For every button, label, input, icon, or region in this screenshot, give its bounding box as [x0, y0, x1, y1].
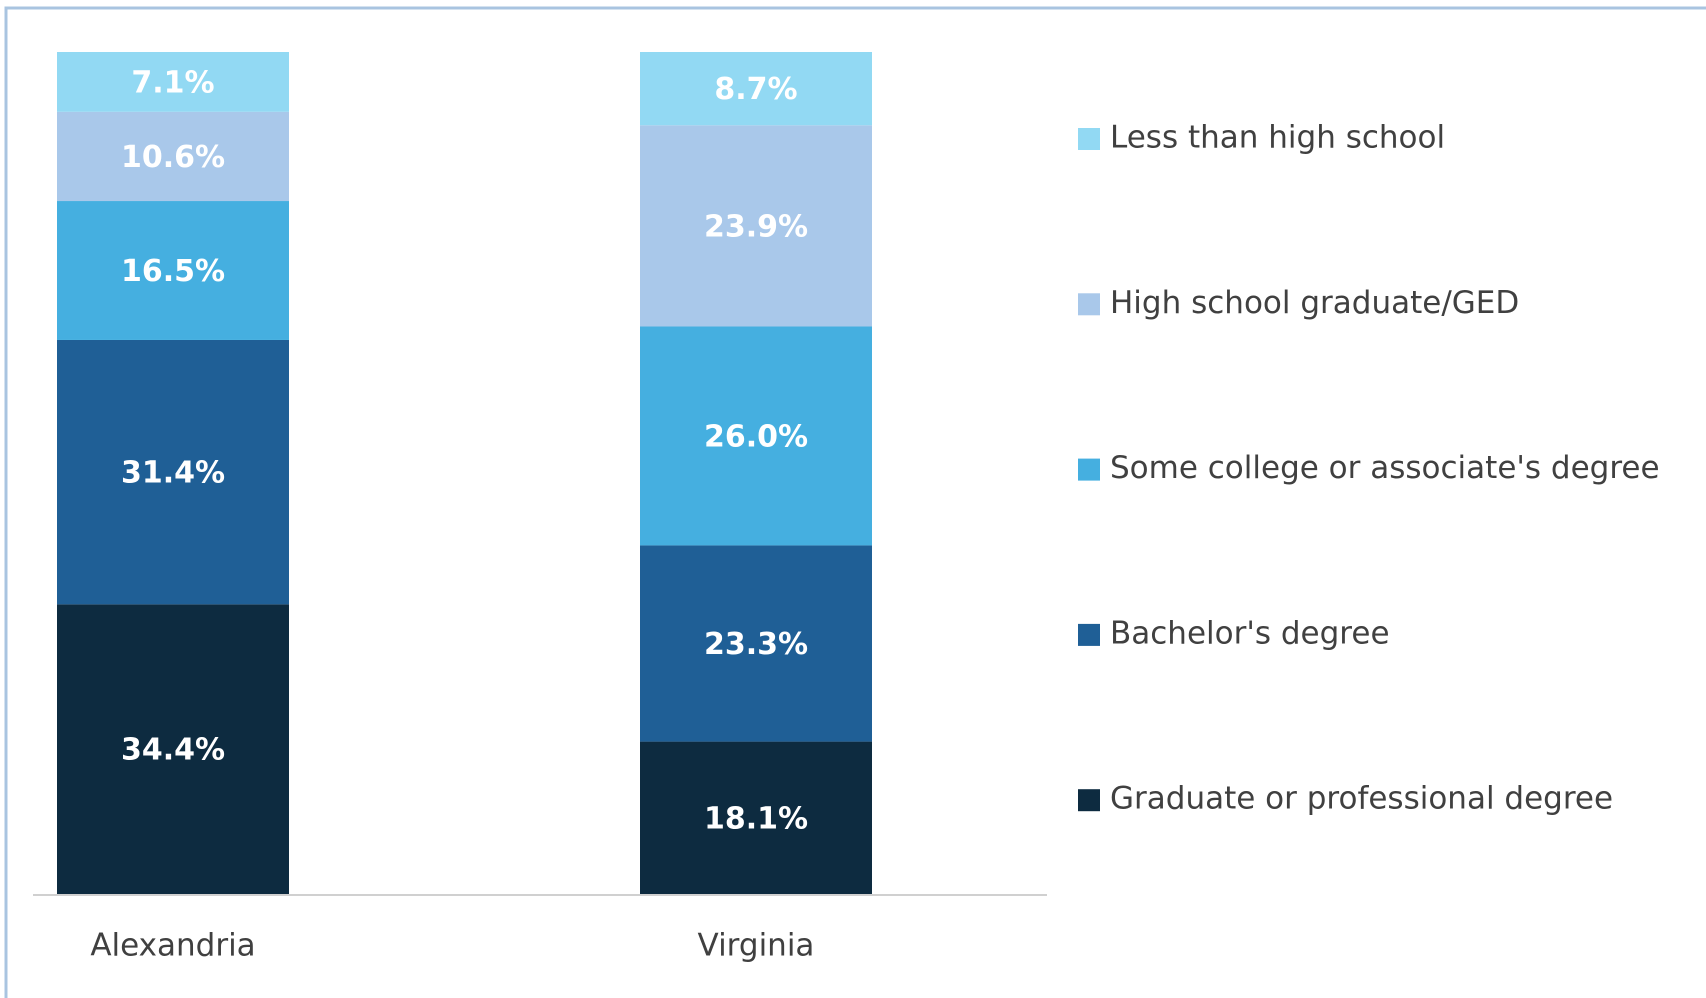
bar-segment [57, 52, 289, 112]
data-label: 23.9% [704, 209, 808, 244]
legend-label: High school graduate/GED [1110, 285, 1519, 321]
legend-label: Graduate or professional degree [1110, 781, 1613, 817]
bar-segment [57, 604, 289, 894]
legend-swatch [1078, 623, 1100, 646]
bar-segment [57, 111, 289, 202]
bar-segment [640, 326, 872, 546]
data-label: 26.0% [704, 419, 808, 454]
data-label: 7.1% [131, 65, 214, 100]
data-label: 18.1% [704, 801, 808, 836]
data-label: 8.7% [714, 72, 797, 107]
bar-segment [640, 545, 872, 742]
data-label: 16.5% [121, 254, 225, 289]
frame [4, 6, 1706, 998]
data-label: 31.4% [121, 456, 225, 491]
bar-segment [640, 125, 872, 327]
bar-segment [640, 741, 872, 894]
legend-label: Bachelor's degree [1110, 615, 1390, 651]
legend-label: Less than high school [1110, 120, 1445, 156]
legend-swatch [1078, 789, 1100, 812]
legend-swatch [1078, 293, 1100, 316]
x-tick-label: Alexandria [90, 928, 255, 964]
bar-segment [57, 201, 289, 340]
legend-swatch [1078, 458, 1100, 481]
data-label: 23.3% [704, 627, 808, 662]
bar-segment [57, 339, 289, 605]
bar-segment [640, 52, 872, 126]
data-label: 34.4% [121, 733, 225, 768]
legend-label: Some college or associate's degree [1110, 450, 1660, 486]
x-tick-label: Virginia [698, 928, 815, 964]
data-label: 10.6% [121, 140, 225, 175]
legend-swatch [1078, 128, 1100, 150]
